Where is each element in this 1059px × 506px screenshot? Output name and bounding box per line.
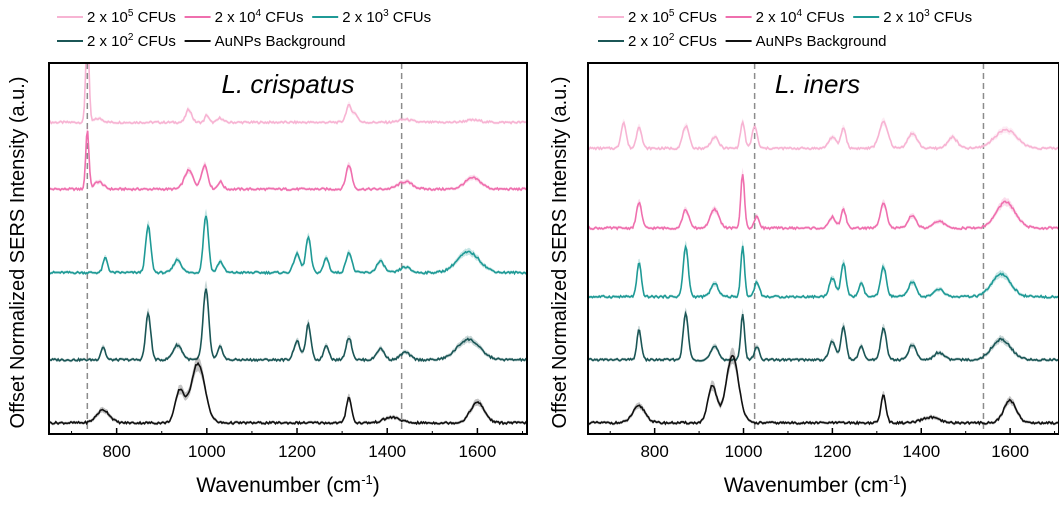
x-tick-label: 800: [640, 442, 668, 461]
series-line-1: [49, 63, 527, 125]
series-line-4: [49, 288, 527, 363]
series-line-3: [588, 244, 1059, 300]
x-tick-label: 1600: [991, 442, 1029, 461]
legend-entry: 2 x 104 CFUs: [756, 8, 845, 26]
panel-title: L. iners: [775, 69, 860, 99]
x-tick-label: 1400: [368, 442, 406, 461]
series-band-3: [49, 208, 527, 276]
series-line-4: [588, 310, 1059, 363]
spectra: [588, 117, 1059, 426]
plot-frame: [48, 62, 528, 435]
spectra: [49, 63, 527, 426]
legend-entry: 2 x 104 CFUs: [215, 8, 304, 26]
series-line-2: [49, 130, 527, 192]
series-band-2: [49, 123, 527, 192]
panel-right: 800 1000 1200 1400 1600 L. iners Offset Normal…: [549, 8, 1059, 497]
x-tick-label: 1600: [458, 442, 496, 461]
x-tick-label: 800: [102, 442, 130, 461]
legend: 2 x 105 CFUs 2 x 104 CFUs 2 x 103 CFUs 2 x …: [57, 8, 431, 50]
series-line-3: [49, 215, 527, 276]
series-band-5: [49, 355, 527, 426]
x-tick-label: 1200: [278, 442, 316, 461]
series-line-1: [588, 119, 1059, 151]
series-line-2: [588, 174, 1059, 231]
series-line-5: [49, 361, 527, 426]
legend-entry: AuNPs Background: [756, 33, 887, 50]
x-axis-label: Wavenumber (cm-1): [196, 472, 380, 497]
legend-entry: 2 x 105 CFUs: [628, 8, 717, 26]
legend-entry: 2 x 105 CFUs: [87, 8, 176, 26]
series-band-4: [588, 307, 1059, 363]
x-tick-label: 1000: [188, 442, 226, 461]
series-band-1: [588, 117, 1059, 151]
legend-entry: AuNPs Background: [215, 33, 346, 50]
x-axis-label: Wavenumber (cm-1): [724, 472, 908, 497]
legend-entry: 2 x 103 CFUs: [883, 8, 972, 26]
legend: 2 x 105 CFUs 2 x 104 CFUs 2 x 103 CFUs 2 x …: [598, 8, 972, 50]
y-axis-label: Offset Normalized SERS Intensity (a.u.): [549, 77, 571, 429]
legend-entry: 2 x 102 CFUs: [628, 32, 717, 50]
legend-entry: 2 x 102 CFUs: [87, 32, 176, 50]
series-line-5: [588, 354, 1059, 426]
x-tick-label: 1000: [725, 442, 763, 461]
y-axis-label: Offset Normalized SERS Intensity (a.u.): [7, 77, 29, 429]
series-band-2: [588, 167, 1059, 231]
panel-left: 800 1000 1200 1400 1600 L. crispatus Offset No…: [7, 8, 528, 497]
panel-title: L. crispatus: [222, 69, 355, 99]
x-tick-label: 1400: [902, 442, 940, 461]
legend-entry: 2 x 103 CFUs: [342, 8, 431, 26]
plot-frame: [587, 62, 1059, 435]
x-tick-label: 1200: [813, 442, 851, 461]
series-band-3: [588, 239, 1059, 300]
